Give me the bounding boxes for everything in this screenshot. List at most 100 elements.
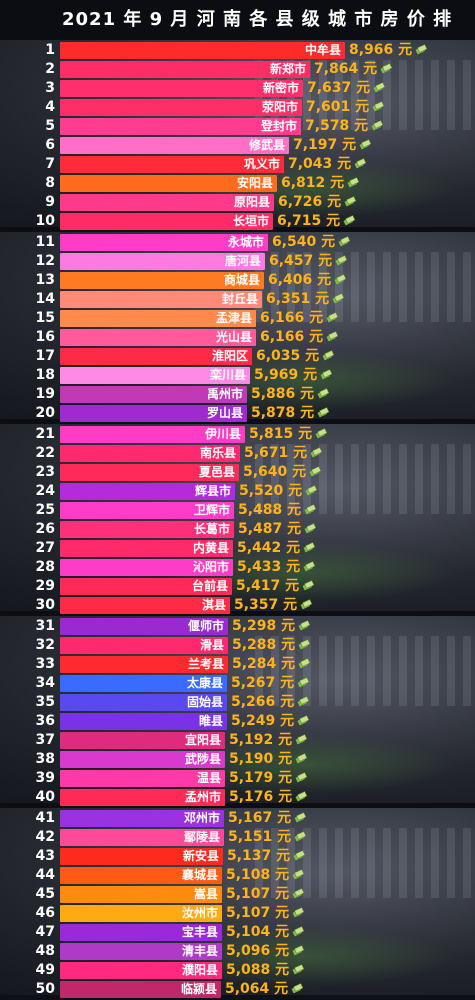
money-stack-icon (294, 812, 307, 823)
bar-row: 28 沁阳市 5,433 元 (0, 558, 475, 577)
money-stack-icon (335, 255, 348, 266)
city-name-label: 新密市 (262, 81, 299, 95)
price-value-label: 5,167 元 (228, 809, 307, 828)
price-value-text: 5,417 元 (236, 578, 300, 594)
city-name-label: 商城县 (223, 273, 260, 287)
price-value-text: 5,878 元 (251, 405, 315, 421)
bar-row: 24 辉县市 5,520 元 (0, 482, 475, 501)
price-value-label: 6,035 元 (256, 347, 335, 366)
bar: 新郑市 (60, 61, 310, 78)
bar-row: 17 淮阳区 6,035 元 (0, 347, 475, 366)
money-stack-icon (354, 158, 367, 169)
price-value-label: 5,190 元 (229, 750, 308, 769)
rank-number: 27 (35, 540, 55, 556)
city-name-label: 邓州市 (183, 811, 220, 825)
panel-divider (0, 611, 475, 616)
bar: 伊川县 (60, 426, 245, 443)
bar: 辉县市 (60, 483, 235, 500)
price-value-text: 5,249 元 (231, 713, 295, 729)
rank-number: 25 (35, 502, 55, 518)
price-value-text: 5,815 元 (249, 426, 313, 442)
bar: 兰考县 (60, 656, 228, 673)
money-stack-icon (297, 677, 310, 688)
bar: 长垣市 (60, 213, 273, 230)
money-stack-icon (304, 504, 317, 515)
bar-row: 37 宜阳县 5,192 元 (0, 731, 475, 750)
rank-number: 28 (35, 559, 55, 575)
price-value-label: 8,966 元 (349, 41, 428, 60)
price-value-text: 6,166 元 (260, 310, 324, 326)
money-stack-icon (295, 772, 308, 783)
bar-row: 20 罗山县 5,878 元 (0, 404, 475, 423)
bar: 禹州市 (60, 386, 247, 403)
bar-row: 6 修武县 7,197 元 (0, 136, 475, 155)
price-value-text: 5,167 元 (228, 810, 292, 826)
bar-row: 9 原阳县 6,726 元 (0, 193, 475, 212)
price-value-label: 5,298 元 (232, 617, 311, 636)
city-name-label: 辉县市 (194, 484, 231, 498)
price-value-text: 6,406 元 (268, 272, 332, 288)
rank-number: 8 (45, 175, 55, 191)
rank-number: 1 (45, 42, 55, 58)
rank-number: 46 (35, 905, 55, 921)
city-name-label: 温县 (196, 771, 221, 785)
bar: 宝丰县 (60, 924, 222, 941)
price-value-text: 5,176 元 (229, 789, 293, 805)
price-value-label: 6,715 元 (277, 212, 356, 231)
money-stack-icon (373, 82, 386, 93)
city-name-label: 伊川县 (204, 427, 241, 441)
bar: 荥阳市 (60, 99, 302, 116)
money-stack-icon (298, 658, 311, 669)
bar: 南乐县 (60, 445, 240, 462)
rank-number: 45 (35, 886, 55, 902)
city-name-label: 禹州市 (206, 387, 243, 401)
rank-number: 41 (35, 810, 55, 826)
bar-row: 7 巩义市 7,043 元 (0, 155, 475, 174)
city-name-label: 台前县 (191, 579, 228, 593)
bar-row: 13 商城县 6,406 元 (0, 271, 475, 290)
bar-row: 2 新郑市 7,864 元 (0, 60, 475, 79)
bar-row: 18 栾川县 5,969 元 (0, 366, 475, 385)
bar-row: 4 荥阳市 7,601 元 (0, 98, 475, 117)
price-value-label: 6,540 元 (272, 233, 351, 252)
rank-number: 13 (35, 272, 55, 288)
bar: 沁阳市 (60, 559, 233, 576)
price-value-label: 6,166 元 (260, 328, 339, 347)
page-title: 2021 年 9 月 河 南 各 县 级 城 市 房 价 排 名 (0, 0, 475, 70)
bar: 新密市 (60, 80, 303, 97)
price-value-label: 5,096 元 (226, 942, 305, 961)
price-value-text: 5,433 元 (237, 559, 301, 575)
price-value-text: 5,104 元 (226, 924, 290, 940)
city-name-label: 南乐县 (199, 446, 236, 460)
money-stack-icon (371, 120, 384, 131)
bar-row: 43 新安县 5,137 元 (0, 847, 475, 866)
price-value-label: 5,249 元 (231, 712, 310, 731)
price-value-label: 5,104 元 (226, 923, 305, 942)
money-stack-icon (415, 44, 428, 55)
rank-number: 16 (35, 329, 55, 345)
rank-number: 42 (35, 829, 55, 845)
bar: 襄城县 (60, 867, 222, 884)
price-value-text: 8,966 元 (349, 42, 413, 58)
bar-row: 34 太康县 5,267 元 (0, 674, 475, 693)
city-name-label: 襄城县 (181, 868, 218, 882)
rank-number: 24 (35, 483, 55, 499)
price-value-label: 5,088 元 (226, 961, 305, 980)
bar-row: 42 鄢陵县 5,151 元 (0, 828, 475, 847)
bar-row: 19 禹州市 5,886 元 (0, 385, 475, 404)
money-stack-icon (344, 196, 357, 207)
rank-number: 19 (35, 386, 55, 402)
city-name-label: 沁阳市 (192, 560, 229, 574)
rank-number: 3 (45, 80, 55, 96)
rank-number: 36 (35, 713, 55, 729)
bar: 偃师市 (60, 618, 228, 635)
bar: 原阳县 (60, 194, 274, 211)
money-stack-icon (372, 101, 385, 112)
rank-number: 32 (35, 637, 55, 653)
price-value-label: 5,107 元 (226, 904, 305, 923)
bar: 唐河县 (60, 253, 265, 270)
bar: 濮阳县 (60, 962, 222, 979)
money-stack-icon (294, 831, 307, 842)
city-name-label: 武陟县 (184, 752, 221, 766)
price-value-label: 7,578 元 (305, 117, 384, 136)
